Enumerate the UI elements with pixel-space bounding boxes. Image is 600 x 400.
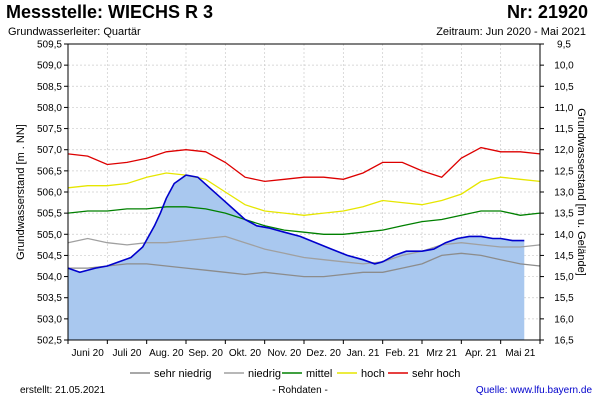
legend-label-sehr_hoch: sehr hoch (412, 368, 460, 380)
y-tick-label: 508,5 (37, 82, 62, 93)
x-tick-label: Aug. 20 (149, 348, 184, 359)
y2-tick-label: 10,5 (554, 82, 574, 93)
y-tick-label: 503,5 (37, 293, 62, 304)
legend-label-niedrig: niedrig (248, 368, 281, 380)
x-tick-label: Okt. 20 (229, 348, 262, 359)
y2-tick-label: 14,0 (554, 230, 574, 241)
x-tick-label: Dez. 20 (306, 348, 341, 359)
y-tick-label: 505,0 (37, 230, 62, 241)
y2-tick-label: 11,0 (555, 103, 574, 114)
y-tick-label: 503,0 (37, 314, 62, 325)
legend-label-sehr_niedrig: sehr niedrig (154, 368, 211, 380)
x-tick-label: Nov. 20 (267, 348, 301, 359)
y2-tick-label: 16,0 (554, 314, 574, 325)
raw-data-note: - Rohdaten - (272, 385, 328, 396)
y-tick-label: 502,5 (37, 336, 62, 347)
y-tick-label: 509,0 (37, 61, 62, 72)
legend-label-hoch: hoch (361, 368, 385, 380)
aquifer-label: Grundwasserleiter: Quartär (8, 26, 141, 38)
y2-tick-label: 15,0 (554, 272, 574, 283)
y-tick-label: 504,0 (37, 272, 62, 283)
y-tick-label: 509,5 (37, 40, 62, 51)
series-line-niedrig (67, 235, 541, 265)
y2-tick-label: 16,5 (554, 336, 574, 347)
y2-tick-label: 12,0 (554, 145, 574, 156)
created-date: erstellt: 21.05.2021 (20, 385, 106, 396)
y2-tick-label: 11,5 (555, 124, 574, 135)
y-tick-label: 506,5 (37, 166, 62, 177)
y-tick-label: 505,5 (37, 209, 62, 220)
y2-axis-label: Grundwasserstand [m u. Gelände] (575, 108, 587, 276)
measured-area (68, 175, 525, 340)
y-axis-label: Grundwasserstand [m . NN] (15, 124, 27, 260)
series-line-sehr_hoch (67, 146, 541, 183)
x-tick-label: Juli 20 (113, 348, 142, 359)
y2-tick-label: 15,5 (554, 293, 574, 304)
y2-tick-label: 13,0 (554, 188, 574, 199)
legend-label-mittel: mittel (306, 368, 332, 380)
y2-tick-label: 9,5 (557, 40, 571, 51)
x-tick-label: Sep. 20 (188, 348, 223, 359)
x-tick-label: Juni 20 (72, 348, 105, 359)
series-line-sehr_niedrig (68, 252, 541, 278)
y-tick-label: 506,0 (37, 188, 62, 199)
y2-tick-label: 12,5 (554, 166, 574, 177)
y-tick-label: 504,5 (37, 251, 62, 262)
y2-tick-label: 14,5 (554, 251, 574, 262)
source-link[interactable]: Quelle: www.lfu.bayern.de (475, 385, 592, 396)
series-line-hoch (67, 172, 541, 216)
series-line-mittel (67, 206, 541, 235)
page-title: Messstelle: WIECHS R 3 (6, 2, 214, 22)
x-tick-label: Mrz 21 (426, 348, 457, 359)
y-tick-label: 508,0 (37, 103, 62, 114)
x-tick-label: Apr. 21 (465, 348, 497, 359)
y2-tick-label: 13,5 (554, 209, 574, 220)
station-number: Nr: 21920 (506, 2, 588, 22)
x-tick-label: Feb. 21 (385, 348, 419, 359)
x-tick-label: Jan. 21 (347, 348, 380, 359)
series-line-measured (67, 174, 525, 274)
period-label: Zeitraum: Jun 2020 - Mai 2021 (436, 26, 586, 38)
x-tick-label: Mai 21 (505, 348, 535, 359)
y2-tick-label: 10,0 (554, 61, 574, 72)
y-tick-label: 507,5 (37, 124, 62, 135)
y-tick-label: 507,0 (37, 145, 62, 156)
